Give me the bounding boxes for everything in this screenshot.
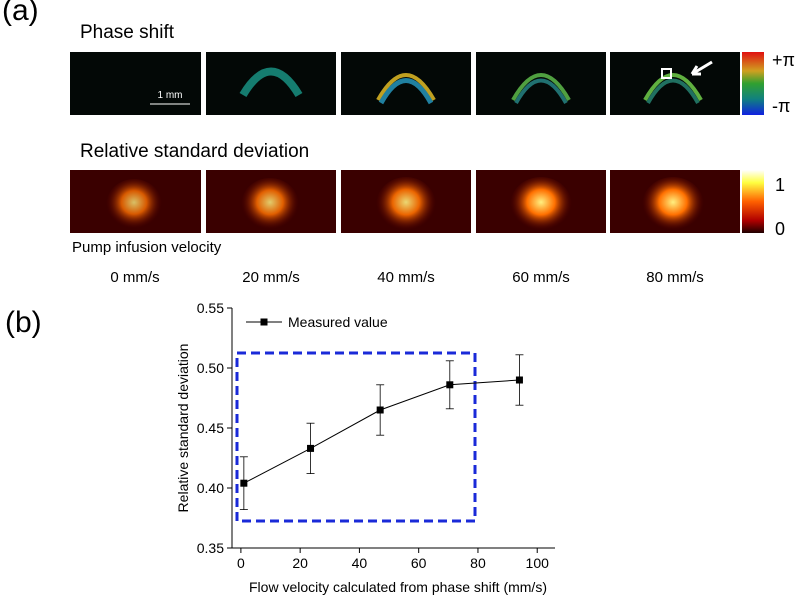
velocity-label: 0 mm/s — [110, 269, 159, 286]
rsd-images — [70, 170, 740, 233]
marker — [376, 406, 384, 414]
colorbar-label: +π — [772, 50, 795, 70]
phase-image — [341, 52, 471, 115]
colorbar-label: 0 — [775, 219, 785, 239]
phase-image — [610, 52, 740, 115]
x-tick-label: 40 — [352, 555, 368, 571]
phase-image — [476, 52, 606, 115]
marker — [515, 376, 523, 384]
marker — [446, 381, 454, 389]
section-title: Phase shift — [80, 22, 175, 43]
x-tick-label: 100 — [526, 555, 550, 571]
caption: Pump infusion velocity — [72, 239, 222, 256]
phase-images: 1 mm — [70, 52, 740, 115]
velocity-label: 80 mm/s — [646, 269, 704, 286]
velocity-label: 60 mm/s — [512, 269, 570, 286]
y-axis-label: Relative standard deviation — [175, 344, 191, 513]
colorbar — [742, 170, 764, 233]
section-title: Relative standard deviation — [80, 141, 309, 162]
phase-image — [206, 52, 336, 115]
velocity-label: 20 mm/s — [242, 269, 300, 286]
colorbar — [742, 52, 764, 115]
colorbar-label: -π — [772, 96, 790, 116]
marker — [240, 479, 248, 487]
scale-bar-label: 1 mm — [158, 90, 183, 101]
phase-image — [70, 52, 201, 115]
colorbar-label: 1 — [775, 175, 785, 195]
velocity-label: 40 mm/s — [377, 269, 435, 286]
panel-a: (a) Phase shift 1 mm +π -π Relative stan… — [2, 0, 795, 286]
y-tick-label: 0.35 — [197, 540, 224, 556]
y-tick-label: 0.40 — [197, 480, 224, 496]
legend-label: Measured value — [288, 314, 388, 330]
x-tick-label: 60 — [411, 555, 427, 571]
panel-label: (a) — [2, 0, 39, 27]
highlight-box — [235, 351, 477, 523]
x-tick-label: 20 — [292, 555, 308, 571]
x-tick-label: 0 — [237, 555, 245, 571]
panel-label: (b) — [5, 306, 42, 339]
x-axis-label: Flow velocity calculated from phase shif… — [249, 579, 547, 595]
series-line — [243, 379, 520, 484]
y-tick-label: 0.50 — [197, 360, 224, 376]
y-tick-label: 0.45 — [197, 420, 224, 436]
x-tick-label: 80 — [470, 555, 486, 571]
marker — [307, 444, 315, 452]
plot: Flow velocity calculated from phase shif… — [175, 300, 555, 595]
legend-marker — [260, 318, 268, 326]
y-tick-label: 0.55 — [197, 300, 224, 316]
